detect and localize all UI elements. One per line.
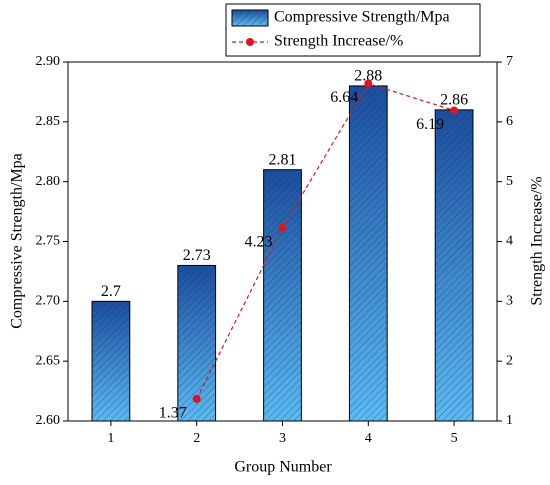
y2-axis-title: Strength Increase/% [529,176,546,305]
bar-hatch [435,109,473,421]
y2-tick-label: 5 [506,174,513,189]
line-value-label: 4.23 [245,233,273,250]
y-tick-label: 2.80 [36,174,61,189]
y2-tick-label: 2 [506,353,513,368]
y2-tick-label: 4 [506,234,513,249]
plot-frame [67,61,498,422]
x-tick-label: 4 [365,431,372,446]
legend-marker [246,38,254,46]
y2-tick-label: 7 [506,54,513,69]
y2-tick-label: 1 [506,413,513,428]
legend-label: Strength Increase/% [274,33,403,50]
bar-value-label: 2.88 [354,68,382,85]
y-tick-label: 2.75 [36,234,61,249]
line-value-label: 6.64 [330,89,358,106]
line-value-label: 1.37 [159,405,187,422]
x-tick-label: 2 [193,431,200,446]
bar-value-label: 2.86 [440,92,468,109]
y-axis-title: Compressive Strength/Mpa [9,153,26,329]
x-tick-label: 3 [279,431,286,446]
bar-hatch [92,301,130,421]
line-value-label: 6.19 [416,116,444,133]
line-marker [450,106,459,115]
y-tick-label: 2.70 [36,294,61,309]
bar-value-label: 2.73 [183,247,211,264]
y-tick-label: 2.85 [36,114,61,129]
y-tick-label: 2.90 [36,54,61,69]
line-marker [278,223,287,232]
bar-value-label: 2.81 [269,151,297,168]
x-tick-label: 5 [451,431,458,446]
y-tick-label: 2.65 [36,353,61,368]
legend-swatch-hatch [232,10,268,26]
x-axis-title: Group Number [234,459,332,476]
legend-label: Compressive Strength/Mpa [274,9,450,26]
bar-value-label: 2.7 [101,283,121,300]
line-marker [364,79,373,88]
y2-tick-label: 6 [506,114,513,129]
legend: Compressive Strength/Mpa Strength Increa… [225,3,481,57]
y2-tick-label: 3 [506,294,513,309]
x-tick-label: 1 [107,431,114,446]
line-marker [192,394,201,403]
y-tick-label: 2.60 [36,413,61,428]
bar-hatch [263,169,302,421]
line [196,82,455,400]
bar-hatch [349,85,388,421]
